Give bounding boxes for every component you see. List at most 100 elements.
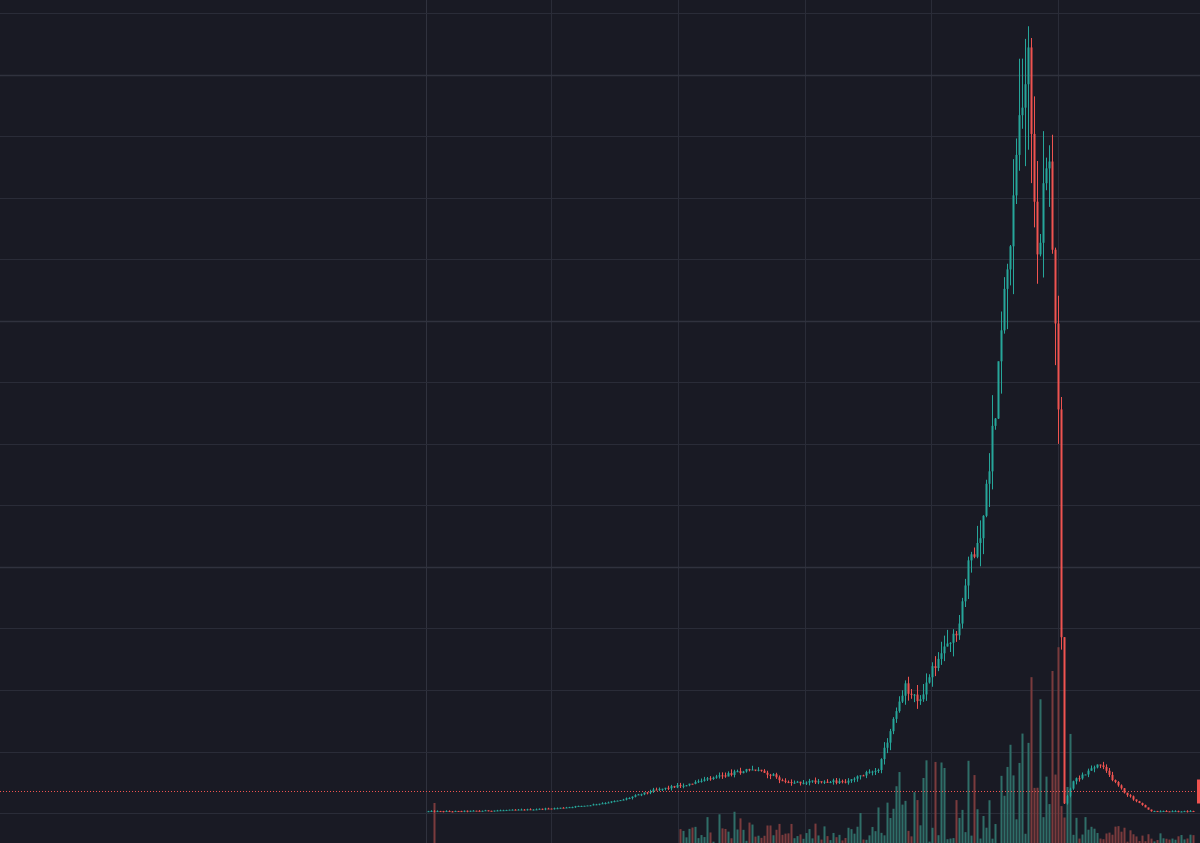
candle-body xyxy=(1132,796,1135,800)
candle-body xyxy=(553,808,556,810)
candle-body xyxy=(733,771,736,775)
candle-body xyxy=(1111,774,1114,781)
candle-body xyxy=(658,788,661,790)
candle-body xyxy=(853,778,856,780)
volume-bar xyxy=(1117,826,1120,843)
candle-body xyxy=(787,781,790,783)
volume-bar xyxy=(1186,838,1189,843)
candle-body xyxy=(1156,811,1159,813)
candle-body xyxy=(694,781,697,784)
candle-body xyxy=(886,742,889,748)
candle-body xyxy=(1180,811,1183,813)
candle-body xyxy=(982,515,985,539)
volume-bar xyxy=(1153,841,1156,843)
candle-body xyxy=(631,796,634,798)
volume-bar xyxy=(1045,776,1048,843)
volume-bar xyxy=(781,834,784,843)
volume-bar xyxy=(1120,831,1123,843)
candle-body xyxy=(577,805,580,807)
candle-body xyxy=(904,683,907,696)
candle-body xyxy=(1105,767,1108,771)
volume-bar xyxy=(829,840,832,843)
candle-body xyxy=(1168,811,1171,813)
volume-bar xyxy=(853,833,856,843)
candle-body xyxy=(847,780,850,783)
candle-body xyxy=(907,683,910,694)
candle-body xyxy=(628,797,631,799)
candle-body xyxy=(541,808,544,810)
candle-body xyxy=(652,789,655,792)
candle-body xyxy=(901,695,904,702)
candles xyxy=(427,26,1195,813)
candle-body xyxy=(976,542,979,557)
volume-bar xyxy=(1066,786,1069,843)
volume-bar xyxy=(1183,839,1186,843)
candle-body xyxy=(655,789,658,791)
candle-body xyxy=(973,554,976,557)
candle-body xyxy=(736,771,739,773)
volume-bar xyxy=(1135,836,1138,843)
volume-bar xyxy=(1063,817,1066,843)
volume-bar xyxy=(697,838,700,843)
candle-body xyxy=(775,774,778,778)
volume-bar xyxy=(934,761,937,843)
candle-body xyxy=(676,785,679,788)
candle-body xyxy=(1072,781,1075,789)
candle-body xyxy=(1099,764,1102,766)
candle-body xyxy=(613,801,616,803)
candle-body xyxy=(1042,183,1045,243)
candle-body xyxy=(991,425,994,472)
candle-body xyxy=(466,810,469,812)
volume-bar xyxy=(1006,766,1009,843)
candle-body xyxy=(565,807,568,809)
candle-body xyxy=(640,794,643,796)
volume-bar xyxy=(730,838,733,843)
volume-bar xyxy=(913,792,916,843)
candle-body xyxy=(994,418,997,426)
candle-body xyxy=(1033,133,1036,202)
candle-body xyxy=(961,601,964,624)
volume-bar xyxy=(1027,742,1030,843)
candle-body xyxy=(1141,802,1144,805)
volume-bar xyxy=(820,839,823,843)
candle-body xyxy=(763,770,766,773)
volume-bar xyxy=(739,818,742,843)
volume-bar xyxy=(1168,839,1171,843)
volume-bar xyxy=(982,815,985,843)
candle-body xyxy=(727,773,730,777)
candle-body xyxy=(589,805,592,807)
candle-body xyxy=(913,694,916,696)
candle-body xyxy=(517,809,520,811)
volume-bar xyxy=(763,835,766,843)
candle-body xyxy=(625,798,628,800)
candle-body xyxy=(979,538,982,543)
volume-bar xyxy=(991,838,994,843)
volume-bar xyxy=(943,767,946,843)
volume-bar xyxy=(1114,826,1117,843)
candle-body xyxy=(448,811,451,813)
volume-bar xyxy=(892,808,895,843)
volume-bar xyxy=(787,833,790,843)
volume-bar xyxy=(766,825,769,843)
volume-bar xyxy=(754,836,757,843)
candle-body xyxy=(739,771,742,774)
volume-bar xyxy=(1141,835,1144,843)
volume-bar xyxy=(760,837,763,843)
candle-body xyxy=(598,803,601,805)
candle-body xyxy=(1048,161,1051,169)
candle-body xyxy=(1075,778,1078,782)
candle-body xyxy=(520,809,523,811)
volume-bar xyxy=(985,827,988,843)
candle-body xyxy=(1177,811,1180,813)
volume-bar xyxy=(1171,838,1174,843)
candle-body xyxy=(1144,804,1147,808)
volume-bar xyxy=(925,760,928,843)
candle-body xyxy=(745,769,748,772)
candle-body xyxy=(772,774,775,776)
candle-body xyxy=(964,585,967,602)
volume-bar xyxy=(979,838,982,843)
candle-body xyxy=(643,792,646,795)
volume-bar xyxy=(883,835,886,843)
